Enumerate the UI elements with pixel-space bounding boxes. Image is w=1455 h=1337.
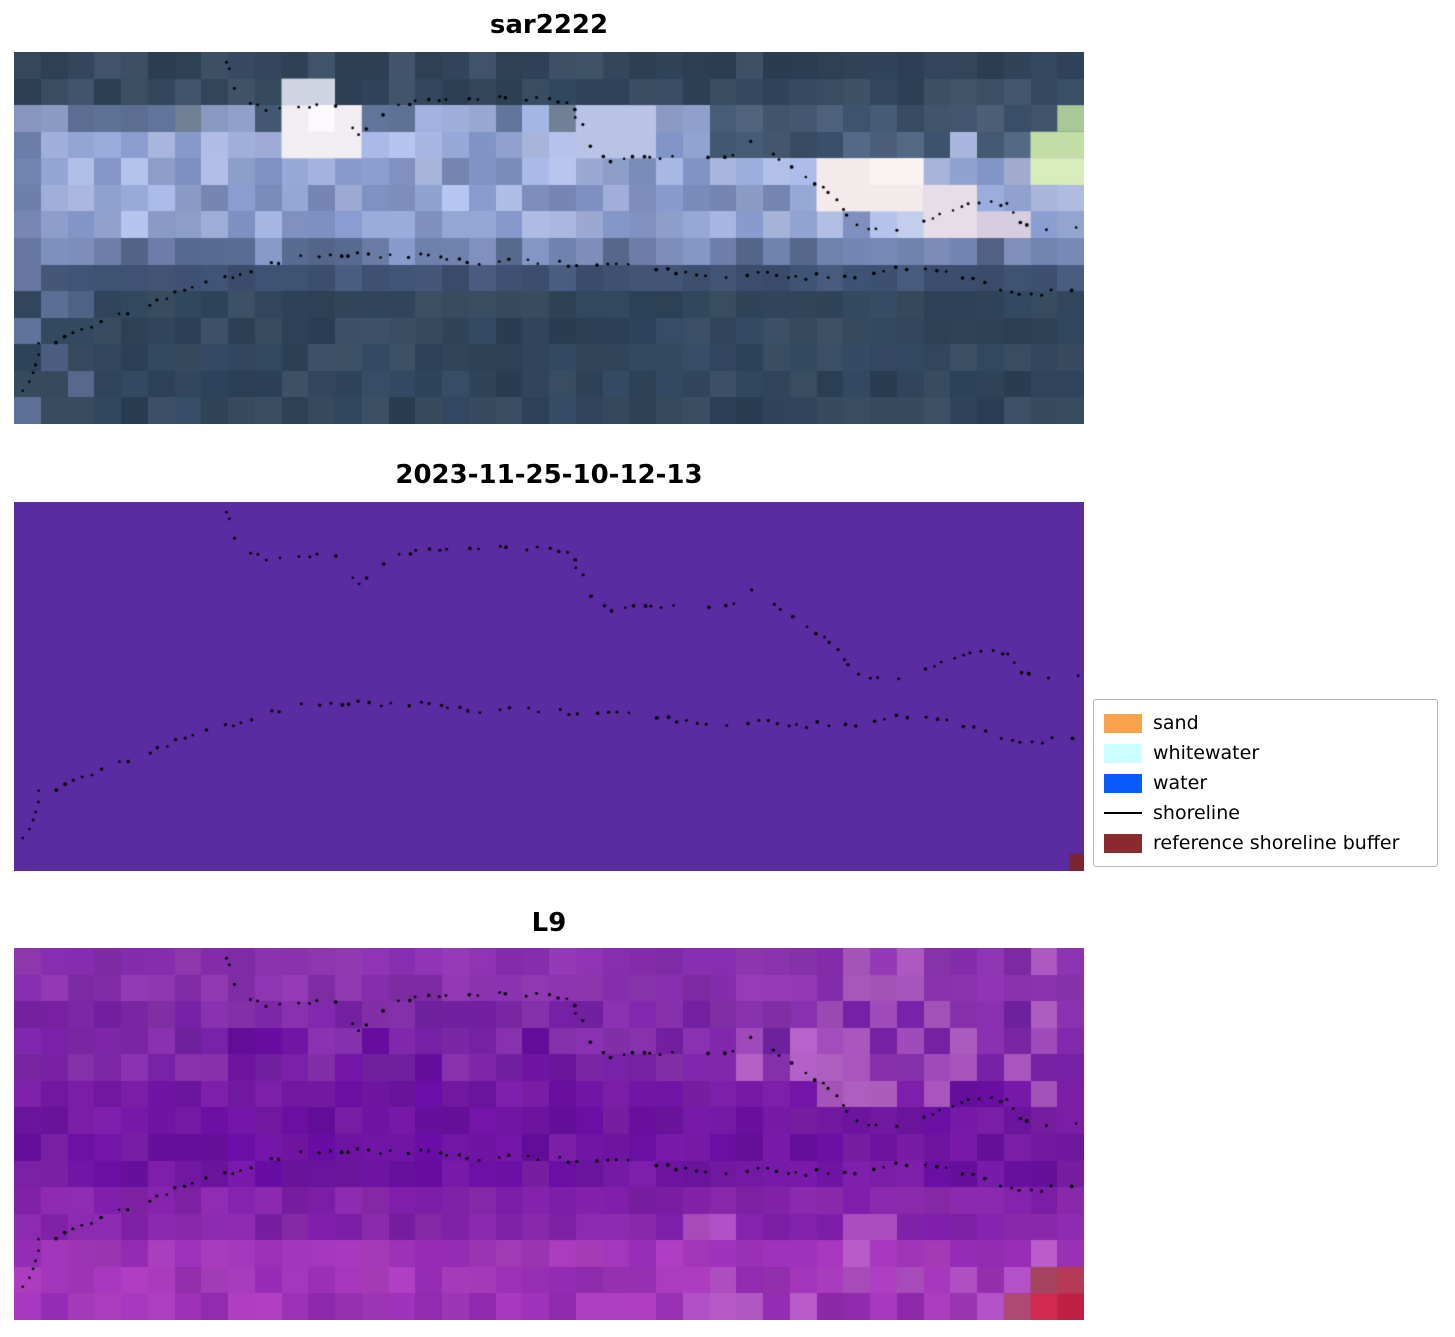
legend: sand whitewater water shoreline reference sh…: [1093, 699, 1438, 867]
legend-item-reference-shoreline-buffer: reference shoreline buffer: [1104, 828, 1427, 858]
legend-item-sand: sand: [1104, 708, 1427, 738]
sand-color-patch-icon: [1104, 713, 1142, 733]
legend-label: reference shoreline buffer: [1153, 832, 1400, 854]
legend-label: whitewater: [1153, 742, 1260, 764]
legend-item-shoreline: shoreline: [1104, 798, 1427, 828]
legend-item-whitewater: whitewater: [1104, 738, 1427, 768]
panel-image-classified: [14, 502, 1084, 871]
water-color-patch-icon: [1104, 773, 1142, 793]
legend-label: water: [1153, 772, 1208, 794]
legend-label: sand: [1153, 712, 1199, 734]
panel-title-date: 2023-11-25-10-12-13: [395, 460, 703, 490]
panel-image-l9: [14, 948, 1084, 1320]
panel-title-l9: L9: [531, 908, 567, 938]
shoreline-line-icon: [1104, 804, 1142, 823]
panel-title-sar2222: sar2222: [489, 10, 609, 40]
reference-shoreline-buffer-color-patch-icon: [1104, 833, 1142, 853]
whitewater-color-patch-icon: [1104, 743, 1142, 763]
panel-image-sar2222: [14, 52, 1084, 424]
legend-label: shoreline: [1153, 802, 1240, 824]
legend-item-water: water: [1104, 768, 1427, 798]
